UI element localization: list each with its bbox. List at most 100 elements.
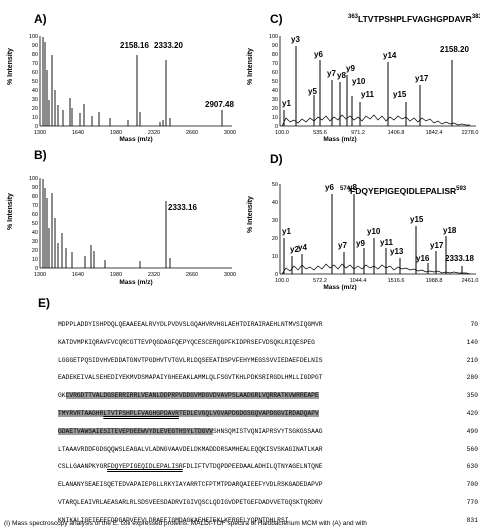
peak-label: y18 <box>443 226 457 235</box>
peak-label: y1 <box>282 227 291 236</box>
panel-a-yticks: 0 10 20 30 40 50 60 70 80 90 100 <box>29 34 38 130</box>
peak-label: 2333.20 <box>154 41 183 50</box>
sequence-position: 560 <box>466 445 478 453</box>
panel-b-peaks <box>42 179 171 268</box>
tick: 3000 <box>224 272 236 278</box>
panel-b-xlabel: Mass (m/z) <box>119 279 152 286</box>
tick: 50 <box>272 79 278 85</box>
tick: 20 <box>32 248 38 254</box>
peak-label: y15 <box>410 215 424 224</box>
peak-label: y7 <box>338 241 347 250</box>
sequence-line: GDAETVAWSAIESITEVEPDEEWVYDLEVEGTHSYLTDGV… <box>58 427 478 440</box>
tick: 50 <box>272 182 278 188</box>
panel-c-letter: C) <box>270 12 283 26</box>
peak-label: 2333.18 <box>445 254 474 263</box>
tick: 572.2 <box>313 278 327 284</box>
peak-label: y3 <box>291 35 300 44</box>
sequence-position: 350 <box>466 392 478 400</box>
tick: 40 <box>32 230 38 236</box>
tick: 1640 <box>72 272 84 278</box>
tick: 80 <box>272 52 278 58</box>
peak-label: y8 <box>348 183 357 192</box>
panel-d: D) 574FDQYEPIGEQIDLEPALISR593 % Intensit… <box>240 148 480 291</box>
tick: 2320 <box>148 130 160 136</box>
tick: 2461.0 <box>462 278 479 284</box>
sequence-position: 140 <box>466 338 478 346</box>
tick: 20 <box>272 106 278 112</box>
peak-label: y8 <box>337 71 346 80</box>
sequence-text: TMYRVRTAAGHRLTVTPSHPLFVAGHGPDAVRTEDLEVGQ… <box>58 410 319 417</box>
peak-label: y6 <box>325 183 334 192</box>
panel-c-xlabel: Mass (m/z) <box>323 136 356 143</box>
peptide-seq: FDQYEPIGEQIDLEPALISR <box>350 186 457 196</box>
panel-b-spectrum: % Intensity 0 10 20 30 40 50 60 70 80 90… <box>7 176 236 286</box>
sequence-text: LTAAAVRDDFGDGQQWSLEAGALVLADNGVAAVDELDKMA… <box>58 445 323 453</box>
peptide-seq: LTVTPSHPLFVAGHGPDAVR <box>358 14 472 24</box>
peak-label: y4 <box>298 243 307 252</box>
sequence-line: ELANANYSEAEISQETEDVAPAIEPGLLRKYIAYARRTCF… <box>58 481 478 493</box>
panel-e-letter: E) <box>38 296 50 310</box>
tick: 30 <box>272 97 278 103</box>
tick: 0 <box>275 272 278 278</box>
sequence-text: CSLLGAANPKYGRFDQYEPIGEQIDLEPALISRFDLIFTV… <box>58 463 323 471</box>
tick: 2278.0 <box>462 130 479 136</box>
tick: 30 <box>32 97 38 103</box>
peak-label: y11 <box>361 90 374 99</box>
tick: 90 <box>32 185 38 191</box>
panel-c-peptide: 363LTVTPSHPLFVAGHGPDAVR383 <box>348 14 480 24</box>
tick: 60 <box>272 70 278 76</box>
tick: 1300 <box>34 130 46 136</box>
peak-label: 2333.16 <box>168 203 197 212</box>
sequence-position: 280 <box>466 374 478 382</box>
sequence-position: 831 <box>466 516 478 524</box>
tick: 1980 <box>110 272 122 278</box>
panel-d-xticks: 100.0 572.2 1044.4 1516.6 1988.8 2461.0 <box>275 278 478 284</box>
tick: 90 <box>32 43 38 49</box>
peptide-start: 363 <box>348 14 359 21</box>
panel-c-baseline <box>281 114 470 127</box>
sequence-line: GKCVRGDTTVALDGSERRIRRLVEANLDDPRPVDDGVMDG… <box>58 392 478 404</box>
sequence-position: 420 <box>466 410 478 417</box>
peptide-end: 383 <box>471 14 480 21</box>
panel-c-ylabel: % Intensity <box>247 48 254 85</box>
peak-label: y11 <box>380 238 393 247</box>
tick: 70 <box>32 203 38 209</box>
peptide-end: 593 <box>456 186 467 193</box>
panel-c-peaks <box>283 46 453 126</box>
peptide-start: 574 <box>340 186 351 193</box>
tick: 1980 <box>110 130 122 136</box>
tick: 100.0 <box>275 278 289 284</box>
tick: 30 <box>32 239 38 245</box>
peak-label: y16 <box>416 254 430 263</box>
tick: 2660 <box>186 272 198 278</box>
tick: 0 <box>275 124 278 130</box>
tick: 10 <box>272 115 278 121</box>
tick: 1516.6 <box>388 278 405 284</box>
tick: 30 <box>272 218 278 224</box>
peak-label: 2158.16 <box>120 41 149 50</box>
panel-a: A) % Intensity 0 10 20 30 40 50 60 70 80… <box>0 0 240 143</box>
tick: 1300 <box>34 272 46 278</box>
peak-label: 2158.20 <box>440 45 469 54</box>
sequence-position: 770 <box>466 499 478 506</box>
tick: 10 <box>32 115 38 121</box>
peak-label: y7 <box>327 69 336 78</box>
tick: 40 <box>272 200 278 206</box>
tick: 2660 <box>186 130 198 136</box>
peak-label: y6 <box>314 50 323 59</box>
sequence-position: 700 <box>466 481 478 489</box>
tick: 1842.4 <box>426 130 443 136</box>
peak-label: y5 <box>308 87 317 96</box>
tick: 70 <box>32 61 38 67</box>
panel-b-letter: B) <box>34 148 47 162</box>
sequence-text: VTARQLEAIVRLAEASARLRLSDSVEESDADRVIGIVQSC… <box>58 499 323 506</box>
sequence-line: EADEKEIVALSEHEDIYEKMVDSMAPAIYGHEEAKLAMML… <box>58 374 478 386</box>
tick: 100.0 <box>275 130 289 136</box>
panel-d-ylabel: % Intensity <box>247 196 254 233</box>
peak-label: y14 <box>383 51 397 60</box>
tick: 10 <box>272 254 278 260</box>
peak-label: y10 <box>367 227 381 236</box>
panel-b-ylabel: % Intensity <box>7 193 14 230</box>
tick: 100 <box>29 34 38 40</box>
tick: 10 <box>32 257 38 263</box>
